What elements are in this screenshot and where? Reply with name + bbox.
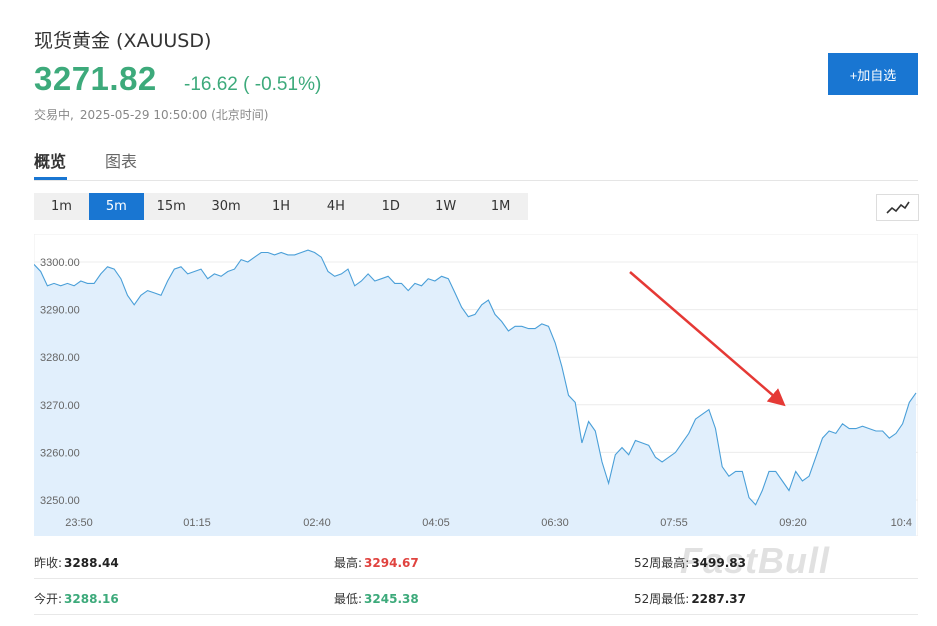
tab-bar: 概览 图表 — [34, 146, 918, 181]
y-tick-label: 3250.00 — [40, 495, 80, 507]
tab-chart[interactable]: 图表 — [105, 152, 138, 171]
stat-day-high: 最高: 3294.67 — [334, 556, 419, 570]
stats-row-1: 昨收: 3288.44 最高: 3294.67 52周最高: 3499.83 — [34, 544, 918, 579]
y-axis-labels: 3300.00 3290.00 3280.00 3270.00 3260.00 3250.… — [40, 257, 80, 507]
price-area — [34, 250, 916, 536]
tab-overview[interactable]: 概览 — [34, 152, 67, 171]
x-tick-label: 01:15 — [183, 517, 211, 529]
x-tick-label: 02:40 — [303, 517, 331, 529]
status-label: 交易中, — [34, 108, 74, 122]
instrument-title: 现货黄金 (XAUUSD) — [34, 30, 212, 52]
y-tick-label: 3260.00 — [40, 447, 80, 459]
y-tick-label: 3270.00 — [40, 400, 80, 412]
stat-52w-low: 52周最低: 2287.37 — [634, 592, 746, 606]
x-tick-label: 07:55 — [660, 517, 688, 529]
timeframe-selector: 1m 5m 15m 30m 1H 4H 1D 1W 1M — [34, 193, 528, 220]
timeframe-30m[interactable]: 30m — [211, 199, 241, 214]
stat-day-low: 最低: 3245.38 — [334, 592, 419, 606]
timeframe-5m[interactable]: 5m — [88, 193, 144, 220]
trading-status: 交易中, 2025-05-29 10:50:00 (北京时间) — [34, 106, 268, 123]
timeframe-1h[interactable]: 1H — [271, 199, 291, 214]
x-tick-label: 06:30 — [541, 517, 569, 529]
stat-52w-high: 52周最高: 3499.83 — [634, 556, 746, 570]
timeframe-4h[interactable]: 4H — [326, 199, 345, 214]
price-change: -16.62 ( -0.51%) — [184, 74, 322, 95]
timeframe-1m[interactable]: 1m — [50, 199, 72, 214]
y-tick-label: 3300.00 — [40, 257, 80, 269]
active-tab-indicator — [34, 177, 67, 180]
timeframe-1d[interactable]: 1D — [381, 199, 400, 214]
last-price: 3271.82 — [34, 60, 157, 97]
x-tick-label: 04:05 — [422, 517, 450, 529]
x-axis-labels: 23:50 01:15 02:40 04:05 06:30 07:55 09:20 10:4 — [65, 517, 912, 529]
timeframe-1w[interactable]: 1W — [435, 199, 457, 214]
timeframe-1mo[interactable]: 1M — [490, 199, 511, 214]
add-watchlist-button[interactable]: +加自选 — [828, 53, 918, 95]
x-tick-label: 10:4 — [891, 517, 912, 529]
price-chart[interactable]: 3300.00 3290.00 3280.00 3270.00 3260.00 3250.… — [34, 234, 918, 536]
chart-type-toggle[interactable] — [876, 194, 919, 221]
stat-prev-close: 昨收: 3288.44 — [34, 556, 119, 570]
x-tick-label: 23:50 — [65, 517, 93, 529]
annotation-arrow — [629, 271, 786, 407]
timestamp: 2025-05-29 10:50:00 (北京时间) — [79, 108, 269, 122]
stat-open: 今开: 3288.16 — [34, 592, 119, 606]
line-chart-icon — [885, 201, 910, 214]
timeframe-15m[interactable]: 15m — [156, 199, 186, 214]
price-line — [34, 249, 917, 506]
stats-row-2: 今开: 3288.16 最低: 3245.38 52周最低: 2287.37 — [34, 580, 918, 615]
watermark-logo: FastBull — [680, 540, 831, 581]
y-tick-label: 3290.00 — [40, 305, 80, 317]
y-tick-label: 3280.00 — [40, 352, 80, 364]
x-tick-label: 09:20 — [779, 517, 807, 529]
